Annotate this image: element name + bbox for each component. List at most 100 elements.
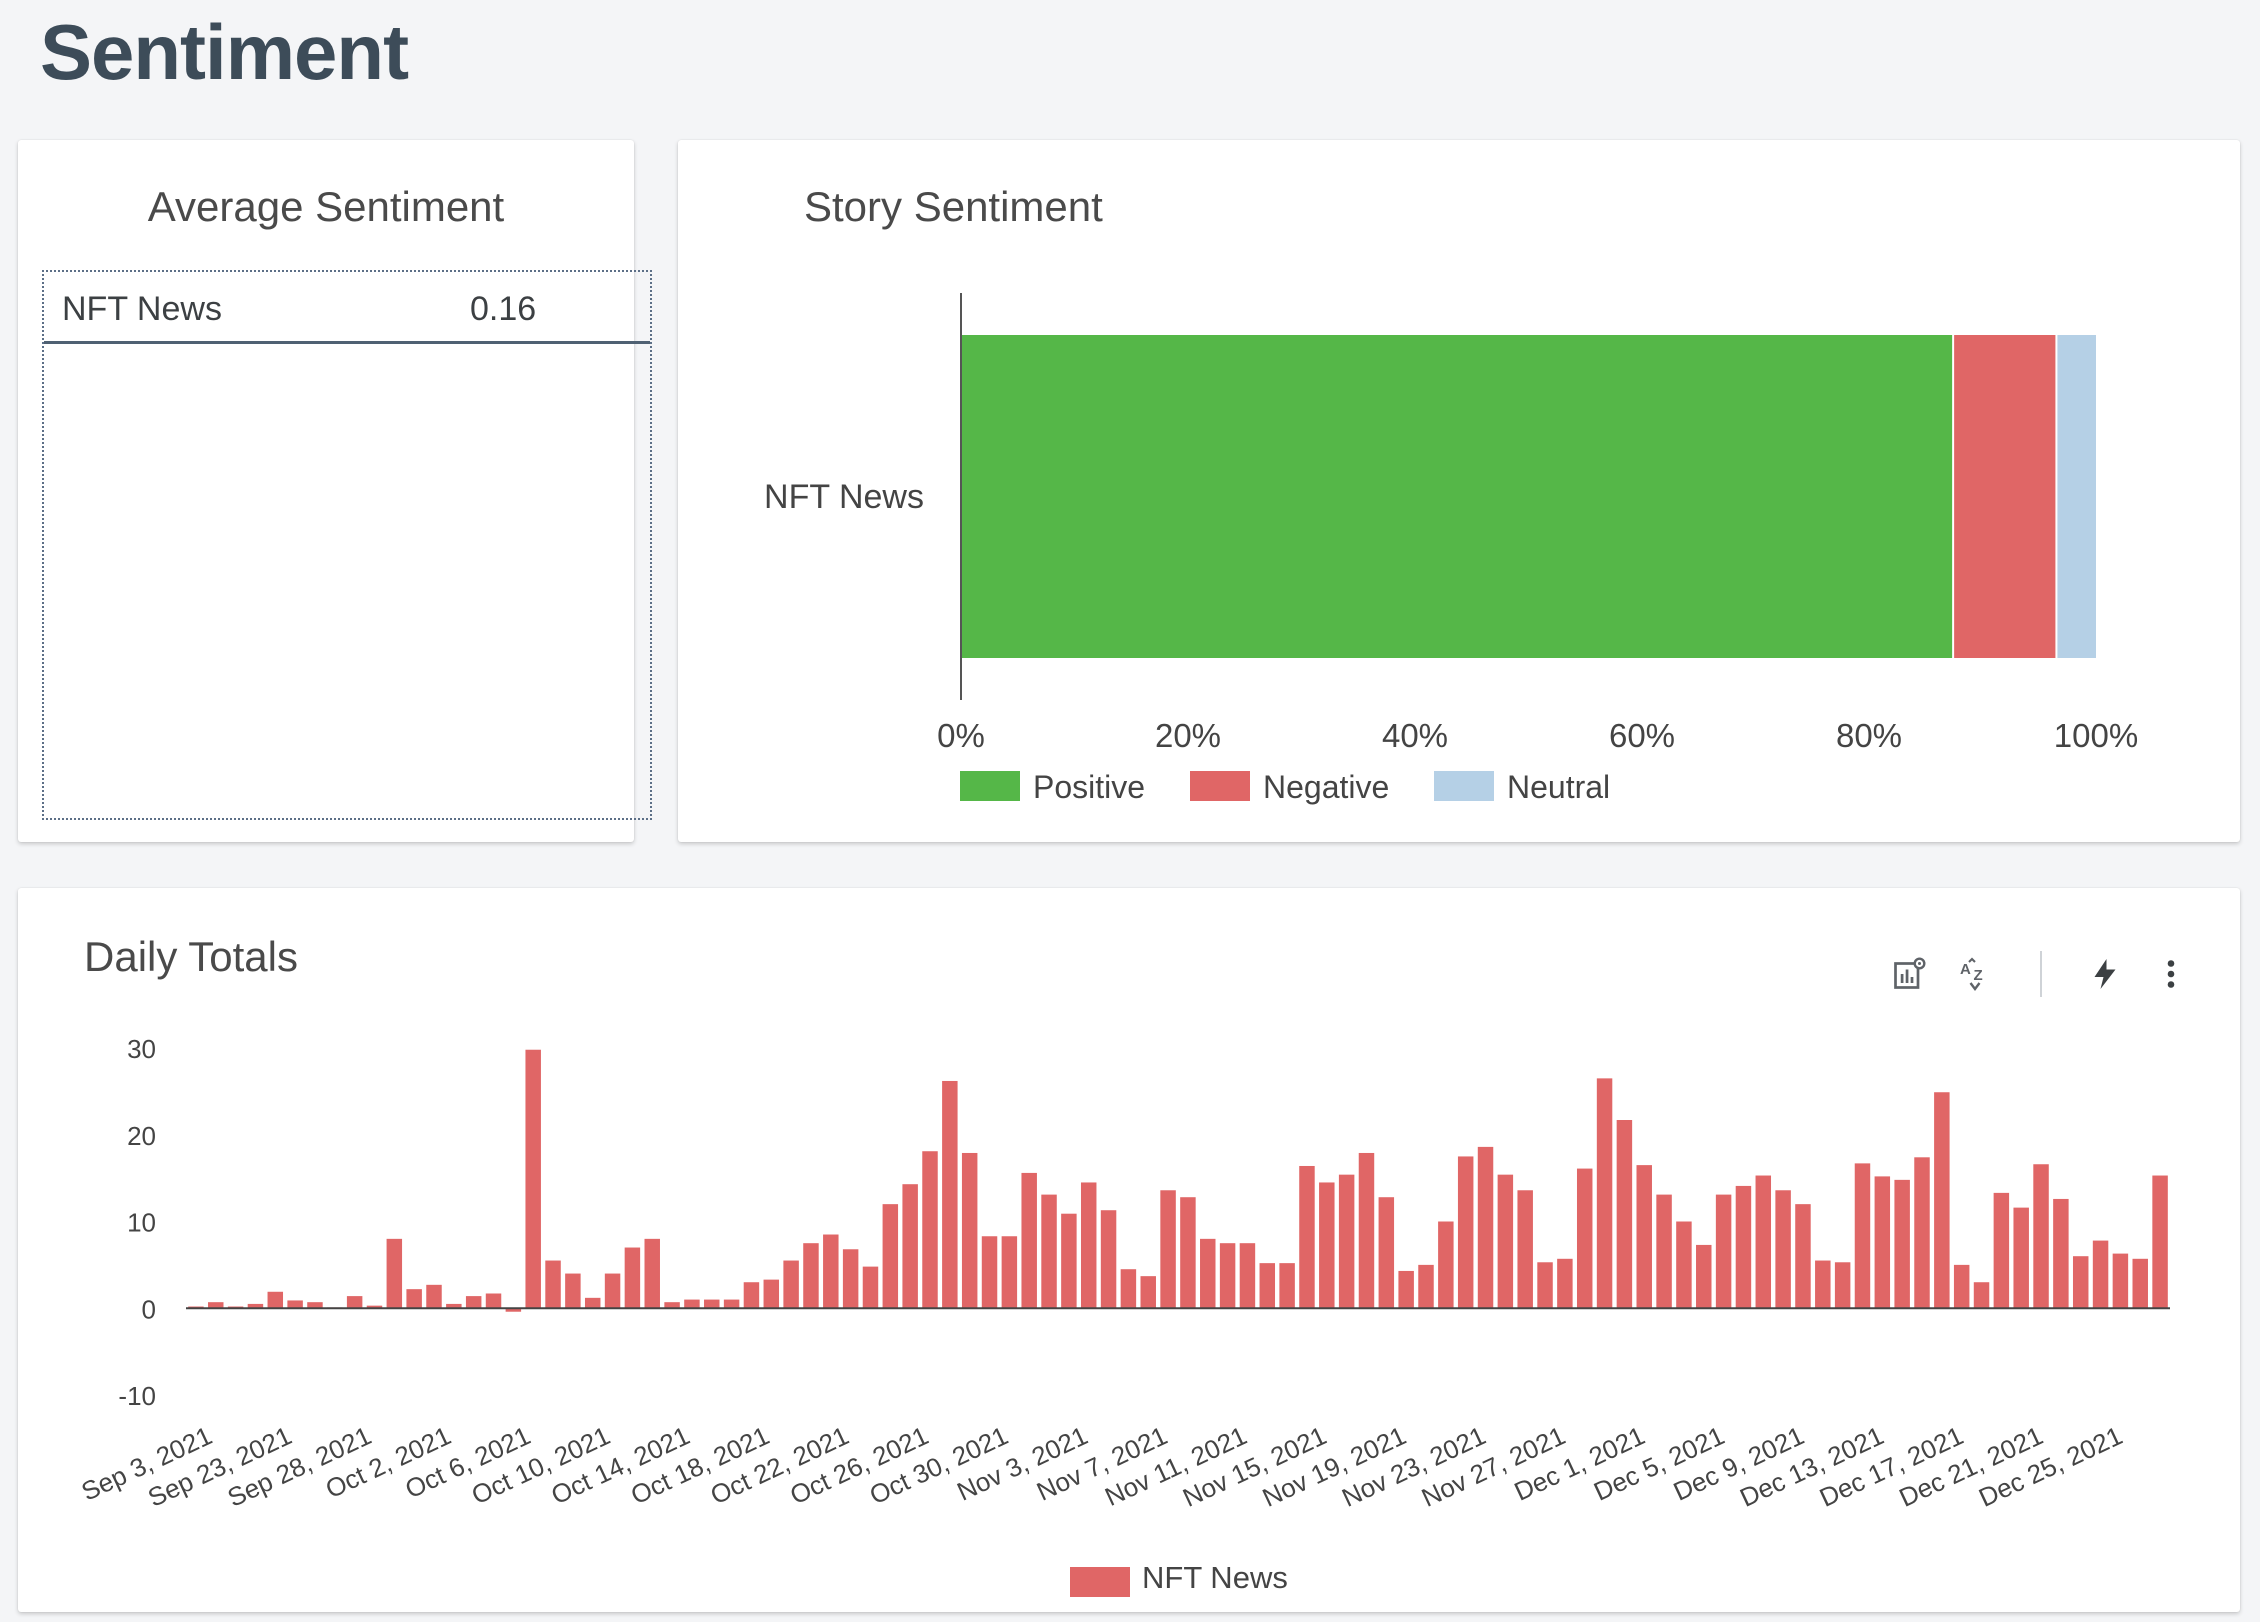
bar	[545, 1260, 561, 1309]
bar	[505, 1308, 522, 1312]
bar	[624, 1247, 641, 1309]
legend-swatch-nft-news	[1070, 1567, 1130, 1597]
bar	[1239, 1243, 1256, 1309]
bar	[922, 1151, 938, 1309]
bar	[783, 1260, 799, 1309]
bar	[346, 1296, 363, 1309]
bar	[2132, 1258, 2148, 1309]
bar	[684, 1299, 700, 1309]
svg-text:Z: Z	[1974, 967, 1983, 984]
bar	[1080, 1182, 1097, 1309]
more-vert-icon[interactable]	[2142, 945, 2200, 1003]
daily-totals-card: Daily Totals A Z	[18, 888, 2240, 1612]
bar	[823, 1234, 839, 1309]
bar	[1576, 1168, 1593, 1309]
bar	[366, 1305, 383, 1309]
bar	[1100, 1210, 1117, 1309]
bar	[1557, 1258, 1573, 1309]
bar	[763, 1279, 780, 1309]
bar	[1715, 1194, 1732, 1309]
bar	[426, 1284, 442, 1309]
story-sentiment-chart: NFT News 0% 20% 40% 60% 80% 100% Positive Negati…	[764, 293, 2138, 805]
bar	[961, 1152, 978, 1309]
legend-label-positive: Positive	[1033, 769, 1145, 805]
bar	[1775, 1190, 1791, 1309]
bar	[1418, 1264, 1434, 1309]
legend-swatch-neutral	[1434, 771, 1494, 801]
bar	[803, 1243, 819, 1309]
bar	[1953, 1264, 1970, 1309]
bar	[1676, 1221, 1692, 1309]
bar	[386, 1238, 403, 1309]
bar	[882, 1204, 899, 1309]
bar	[664, 1302, 680, 1309]
story-sentiment-title: Story Sentiment	[804, 183, 1103, 230]
bar	[1993, 1192, 2010, 1309]
average-sentiment-card: Average Sentiment NFT News 0.16	[18, 140, 652, 842]
bar	[1834, 1262, 1851, 1309]
bar	[1180, 1197, 1196, 1309]
bar	[1815, 1260, 1831, 1309]
bar	[485, 1293, 502, 1309]
bar	[1279, 1263, 1295, 1309]
daily-totals-title: Daily Totals	[84, 933, 298, 980]
story-sentiment-card: Story Sentiment NFT News 0% 20% 40% 60% 80% 10…	[678, 140, 2240, 842]
bar-segment-neutral	[2057, 335, 2096, 658]
sort-az-icon[interactable]: A Z	[1946, 945, 2004, 1003]
y-tick-label: 30	[127, 1034, 156, 1064]
bar	[1636, 1165, 1652, 1309]
bar	[981, 1236, 998, 1309]
legend-label-negative: Negative	[1263, 769, 1389, 805]
bar	[1735, 1185, 1752, 1309]
bar	[2072, 1256, 2089, 1309]
bar	[1338, 1174, 1355, 1309]
bar	[862, 1266, 879, 1309]
bar	[942, 1080, 958, 1309]
bar	[1021, 1172, 1037, 1309]
y-tick-label: 10	[127, 1208, 156, 1238]
bar	[1200, 1238, 1216, 1309]
bar	[1041, 1194, 1057, 1309]
table-row[interactable]: NFT News 0.16	[44, 272, 650, 344]
x-tick-label: 0%	[937, 717, 985, 754]
bar	[1854, 1163, 1871, 1309]
bar	[307, 1302, 323, 1309]
svg-text:A: A	[1960, 961, 1971, 978]
toolbar-divider	[2040, 951, 2042, 997]
x-tick-label: 40%	[1382, 717, 1448, 754]
bar	[1874, 1176, 1891, 1309]
chart-settings-icon[interactable]	[1880, 945, 1938, 1003]
bar	[267, 1291, 284, 1309]
average-sentiment-table: NFT News 0.16	[42, 270, 652, 820]
bar	[1696, 1244, 1712, 1309]
legend-label-neutral: Neutral	[1507, 769, 1610, 805]
row-value: 0.16	[470, 290, 537, 328]
bar	[2013, 1207, 2029, 1309]
bar	[1001, 1236, 1018, 1309]
bar	[1299, 1165, 1315, 1309]
bar	[1061, 1213, 1077, 1309]
bar	[1477, 1146, 1494, 1309]
bar	[1795, 1204, 1811, 1309]
bar	[525, 1049, 541, 1309]
bar	[1656, 1194, 1672, 1309]
bar	[208, 1302, 224, 1309]
lightning-icon[interactable]	[2076, 945, 2134, 1003]
row-name: NFT News	[62, 290, 222, 328]
legend-swatch-negative	[1190, 771, 1250, 801]
bar	[1140, 1276, 1156, 1309]
bar	[1894, 1179, 1910, 1309]
y-tick-label: 20	[127, 1121, 156, 1151]
y-category-label: NFT News	[764, 478, 924, 516]
legend-label-nft-news: NFT News	[1142, 1560, 1288, 1595]
bar	[604, 1273, 621, 1309]
bar	[1378, 1197, 1395, 1309]
bar	[2053, 1198, 2069, 1309]
bar	[644, 1238, 660, 1309]
bar	[723, 1299, 740, 1309]
bar	[2112, 1253, 2129, 1309]
x-tick-label: 100%	[2054, 717, 2138, 754]
bar	[1517, 1190, 1533, 1309]
page-title: Sentiment	[40, 8, 409, 96]
